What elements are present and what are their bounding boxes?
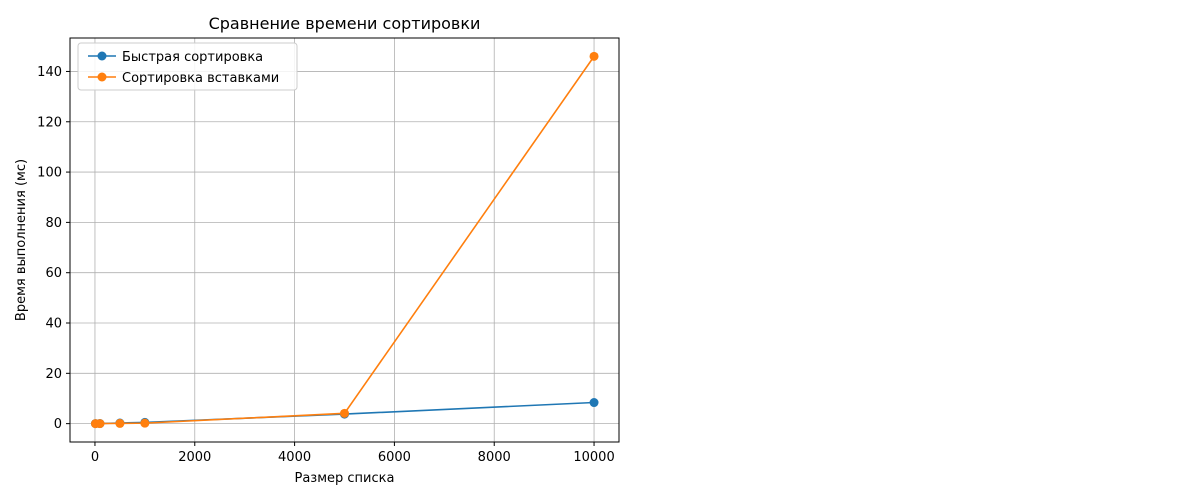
y-tick-label: 20 <box>45 367 62 382</box>
y-tick-label: 60 <box>45 266 62 281</box>
x-tick-label: 0 <box>91 450 99 465</box>
x-tick-label: 4000 <box>278 450 311 465</box>
x-axis-ticks: 0 2000 4000 6000 8000 10000 <box>91 442 615 465</box>
x-tick-label: 8000 <box>478 450 511 465</box>
legend-box <box>77 42 298 91</box>
y-tick-label: 120 <box>37 115 62 130</box>
data-point-series-1 <box>140 418 150 428</box>
legend-label-quicksort: Быстрая сортировка <box>122 50 263 65</box>
y-tick-label: 140 <box>37 65 62 80</box>
y-tick-label: 0 <box>54 417 62 432</box>
y-tick-label: 100 <box>37 166 62 181</box>
y-tick-label: 80 <box>45 216 62 231</box>
legend-marker-quicksort <box>97 51 107 61</box>
data-point-series-1 <box>115 418 125 428</box>
plot-frame <box>69 37 620 443</box>
x-tick-label: 2000 <box>178 450 211 465</box>
series-line-1 <box>95 55 595 425</box>
chart-title: Сравнение времени сортировки <box>209 14 481 33</box>
x-tick-label: 10000 <box>573 450 614 465</box>
grid <box>70 38 619 442</box>
y-axis-ticks: 0 20 40 60 80 100 120 140 <box>37 65 70 432</box>
plot-series <box>90 51 599 429</box>
data-point-series-0 <box>589 398 599 408</box>
data-point-series-1 <box>589 51 599 61</box>
data-point-series-1 <box>95 419 105 429</box>
x-axis-label: Размер списка <box>295 471 395 486</box>
data-point-series-1 <box>340 408 349 418</box>
legend: Быстрая сортировка Сортировка вставками <box>77 42 298 91</box>
x-tick-label: 6000 <box>378 450 411 465</box>
y-axis-label: Время выполнения (мс) <box>14 159 29 321</box>
legend-marker-insertion <box>97 72 107 82</box>
legend-label-insertion: Сортировка вставками <box>122 71 279 86</box>
y-tick-label: 40 <box>45 317 62 332</box>
